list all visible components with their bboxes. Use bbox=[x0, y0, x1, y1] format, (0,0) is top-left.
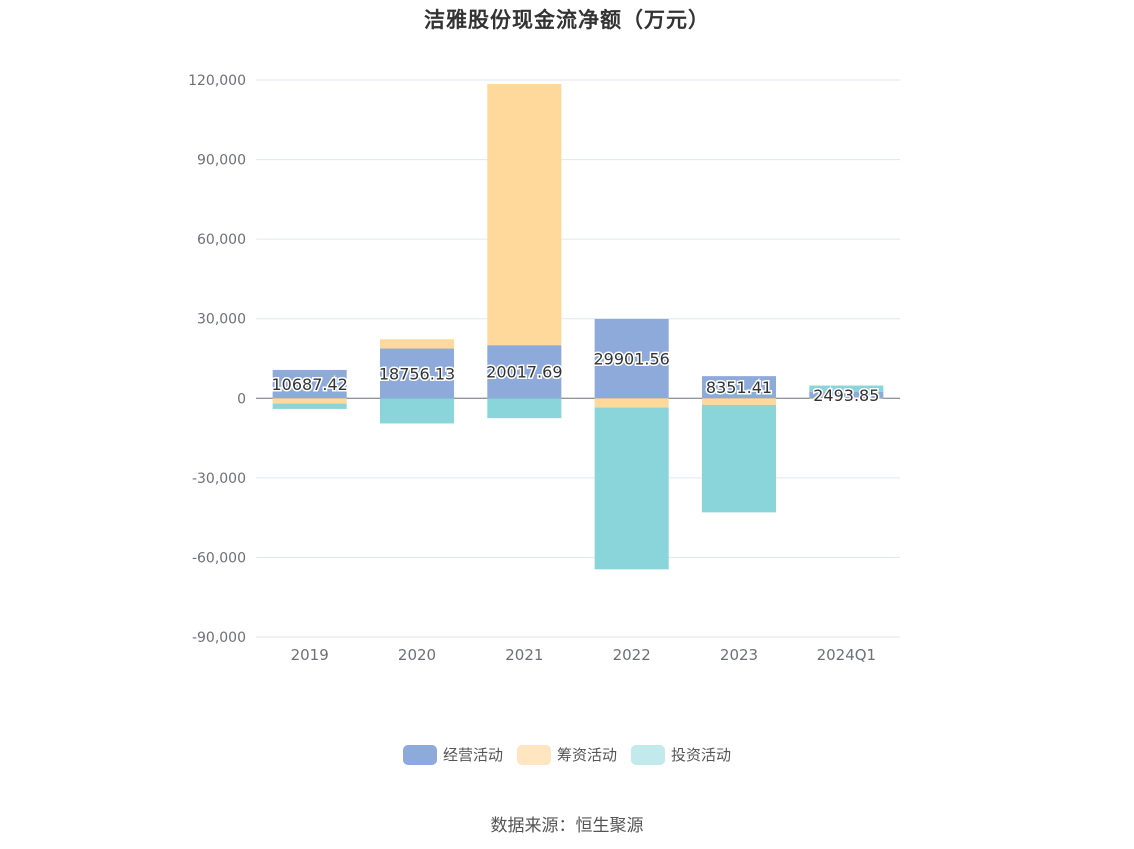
bar-operating-2020 bbox=[379, 348, 455, 399]
legend: 经营活动 筹资活动 投资活动 bbox=[0, 744, 1134, 765]
bar-investing-2021 bbox=[487, 398, 562, 419]
bar-investing-2023 bbox=[701, 404, 777, 513]
data-label: 10687.42 bbox=[271, 375, 347, 394]
y-tick-label: -90,000 bbox=[192, 630, 246, 646]
x-tick-label: 2019 bbox=[291, 646, 329, 664]
bar-operating-2021 bbox=[487, 345, 562, 399]
bar-investing-2022 bbox=[594, 407, 669, 570]
bar-financing-2023 bbox=[701, 398, 777, 405]
bar-operating-2023 bbox=[701, 376, 777, 399]
x-tick-label: 2023 bbox=[720, 646, 758, 664]
y-tick-label: 30,000 bbox=[197, 312, 246, 328]
legend-label-operating: 经营活动 bbox=[442, 746, 503, 764]
bar-operating-2022 bbox=[594, 318, 669, 399]
legend-label-investing: 投资活动 bbox=[671, 746, 732, 764]
y-tick-label: 90,000 bbox=[197, 153, 246, 169]
data-label: 8351.41 bbox=[706, 378, 772, 397]
bar-investing-2020 bbox=[379, 398, 455, 424]
data-source: 数据来源：恒生聚源 bbox=[490, 816, 644, 836]
bar-financing-2022 bbox=[594, 398, 669, 408]
x-tick-label: 2024Q1 bbox=[817, 646, 877, 664]
x-tick-label: 2020 bbox=[398, 646, 436, 664]
chart-title: 洁雅股份现金流净额（万元） bbox=[424, 8, 710, 32]
bar-financing-2024Q1 bbox=[809, 398, 884, 399]
legend-label-financing: 筹资活动 bbox=[556, 746, 617, 764]
bar-operating-2024Q1 bbox=[809, 391, 884, 399]
data-label: 29901.56 bbox=[593, 350, 669, 369]
legend-item-investing[interactable]: 投资活动 bbox=[631, 744, 731, 765]
legend-item-financing[interactable]: 筹资活动 bbox=[516, 744, 617, 765]
legend-swatch-financing bbox=[516, 744, 551, 765]
bar-investing-2024Q1 bbox=[809, 385, 884, 392]
y-tick-label: 0 bbox=[237, 391, 246, 407]
x-tick-label: 2021 bbox=[505, 646, 543, 664]
bar-financing-2019 bbox=[272, 398, 347, 404]
x-tick-label: 2022 bbox=[613, 646, 651, 664]
y-tick-label: -30,000 bbox=[192, 471, 246, 487]
legend-item-operating[interactable]: 经营活动 bbox=[402, 744, 503, 765]
legend-swatch-investing bbox=[631, 744, 665, 765]
data-label: 20017.69 bbox=[486, 363, 562, 382]
bar-financing-2020 bbox=[379, 339, 455, 349]
y-tick-label: 60,000 bbox=[197, 232, 246, 248]
data-label: 2493.85 bbox=[813, 386, 879, 405]
y-tick-label: -60,000 bbox=[192, 550, 246, 566]
data-label: 18756.13 bbox=[379, 364, 455, 383]
bar-financing-2021 bbox=[487, 83, 562, 346]
bar-investing-2019 bbox=[272, 403, 347, 409]
legend-swatch-operating bbox=[402, 744, 437, 765]
bar-operating-2019 bbox=[272, 369, 347, 399]
y-tick-label: 120,000 bbox=[188, 73, 246, 89]
